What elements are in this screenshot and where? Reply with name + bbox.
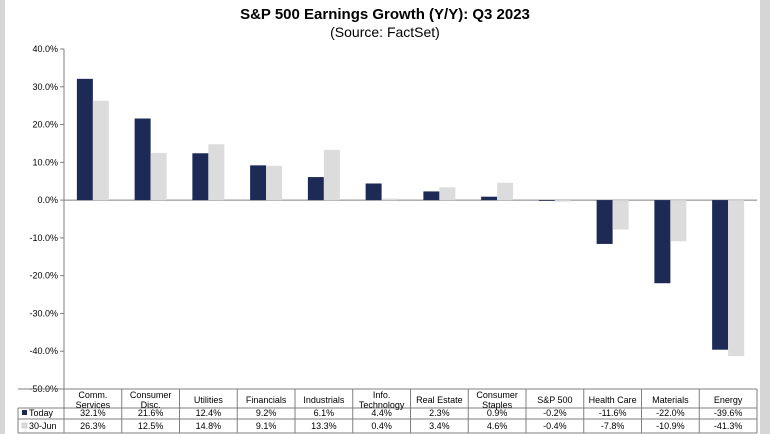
data-label: 0.4% [371,421,392,431]
bar-today [134,118,151,201]
data-label: 12.5% [138,421,164,431]
category-label: Utilities [194,395,224,405]
data-label: 26.3% [80,421,106,431]
data-label: -0.2% [543,408,567,418]
category-label: Comm. [78,390,107,400]
y-tick-label: -40.0% [29,346,58,356]
data-label: 6.1% [314,408,335,418]
y-tick-label: -30.0% [29,308,58,318]
category-label: Industrials [303,395,345,405]
bar-30-jun [554,200,571,202]
bar-today [250,165,267,201]
data-label: 32.1% [80,408,106,418]
y-tick-label: 0.0% [37,195,58,205]
y-tick-label: 30.0% [32,82,58,92]
category-label: Disc. [141,400,161,410]
right-border [760,0,770,434]
category-label: Technology [359,400,405,410]
data-label: 9.1% [256,421,277,431]
legend-label: 30-Jun [29,421,57,431]
bar-30-jun [728,200,745,357]
data-label: -22.0% [656,408,685,418]
legend-label: Today [29,408,54,418]
bar-30-jun [670,200,687,242]
category-label: Energy [714,395,743,405]
data-label: 0.9% [487,408,508,418]
data-label: 12.4% [196,408,222,418]
category-label: Info. [373,390,391,400]
bar-today [192,153,209,201]
data-label: 4.4% [371,408,392,418]
legend-key-today [22,410,27,415]
chart-title: S&P 500 Earnings Growth (Y/Y): Q3 2023 [240,6,530,23]
y-tick-label: -10.0% [29,233,58,243]
category-label: Financials [246,395,287,405]
data-label: -7.8% [601,421,625,431]
bar-today [481,196,498,201]
bar-30-jun [439,187,456,201]
chart-subtitle: (Source: FactSet) [330,24,440,40]
category-label: Materials [652,395,689,405]
data-label: -39.6% [714,408,743,418]
data-label: 9.2% [256,408,277,418]
bar-today [596,200,613,244]
bar-today [365,183,382,201]
category-label: Services [76,400,111,410]
data-label: -11.6% [599,408,627,418]
data-label: 14.8% [196,421,222,431]
bar-30-jun [266,165,283,201]
bar-30-jun [612,200,629,230]
data-label: -0.4% [543,421,567,431]
left-border [0,0,5,434]
bar-today [76,78,93,201]
bar-30-jun [497,182,514,201]
y-tick-label: 10.0% [32,157,58,167]
data-label: -10.9% [656,421,685,431]
data-label: 4.6% [487,421,508,431]
y-tick-label: 20.0% [32,120,58,130]
data-label: -41.3% [714,421,743,431]
data-label: 21.6% [138,408,164,418]
data-label: 13.3% [311,421,337,431]
bar-today [307,177,324,201]
bar-30-jun [381,198,398,201]
y-tick-label: -20.0% [29,271,58,281]
bar-today [423,191,440,201]
data-label: 3.4% [429,421,450,431]
category-label: Consumer [476,390,518,400]
category-label: Consumer [130,390,172,400]
y-tick-label: 40.0% [32,44,58,54]
bar-today [538,200,555,201]
bar-30-jun [208,144,225,201]
bar-30-jun [150,152,167,201]
bar-today [654,200,671,284]
legend-key-30-jun [21,422,28,429]
bar-30-jun [323,149,340,201]
bar-today [712,200,729,350]
bar-30-jun [92,100,109,201]
data-label: 2.3% [429,408,450,418]
category-label: S&P 500 [537,395,572,405]
category-label: Health Care [589,395,637,405]
category-label: Staples [482,400,513,410]
category-label: Real Estate [416,395,463,405]
